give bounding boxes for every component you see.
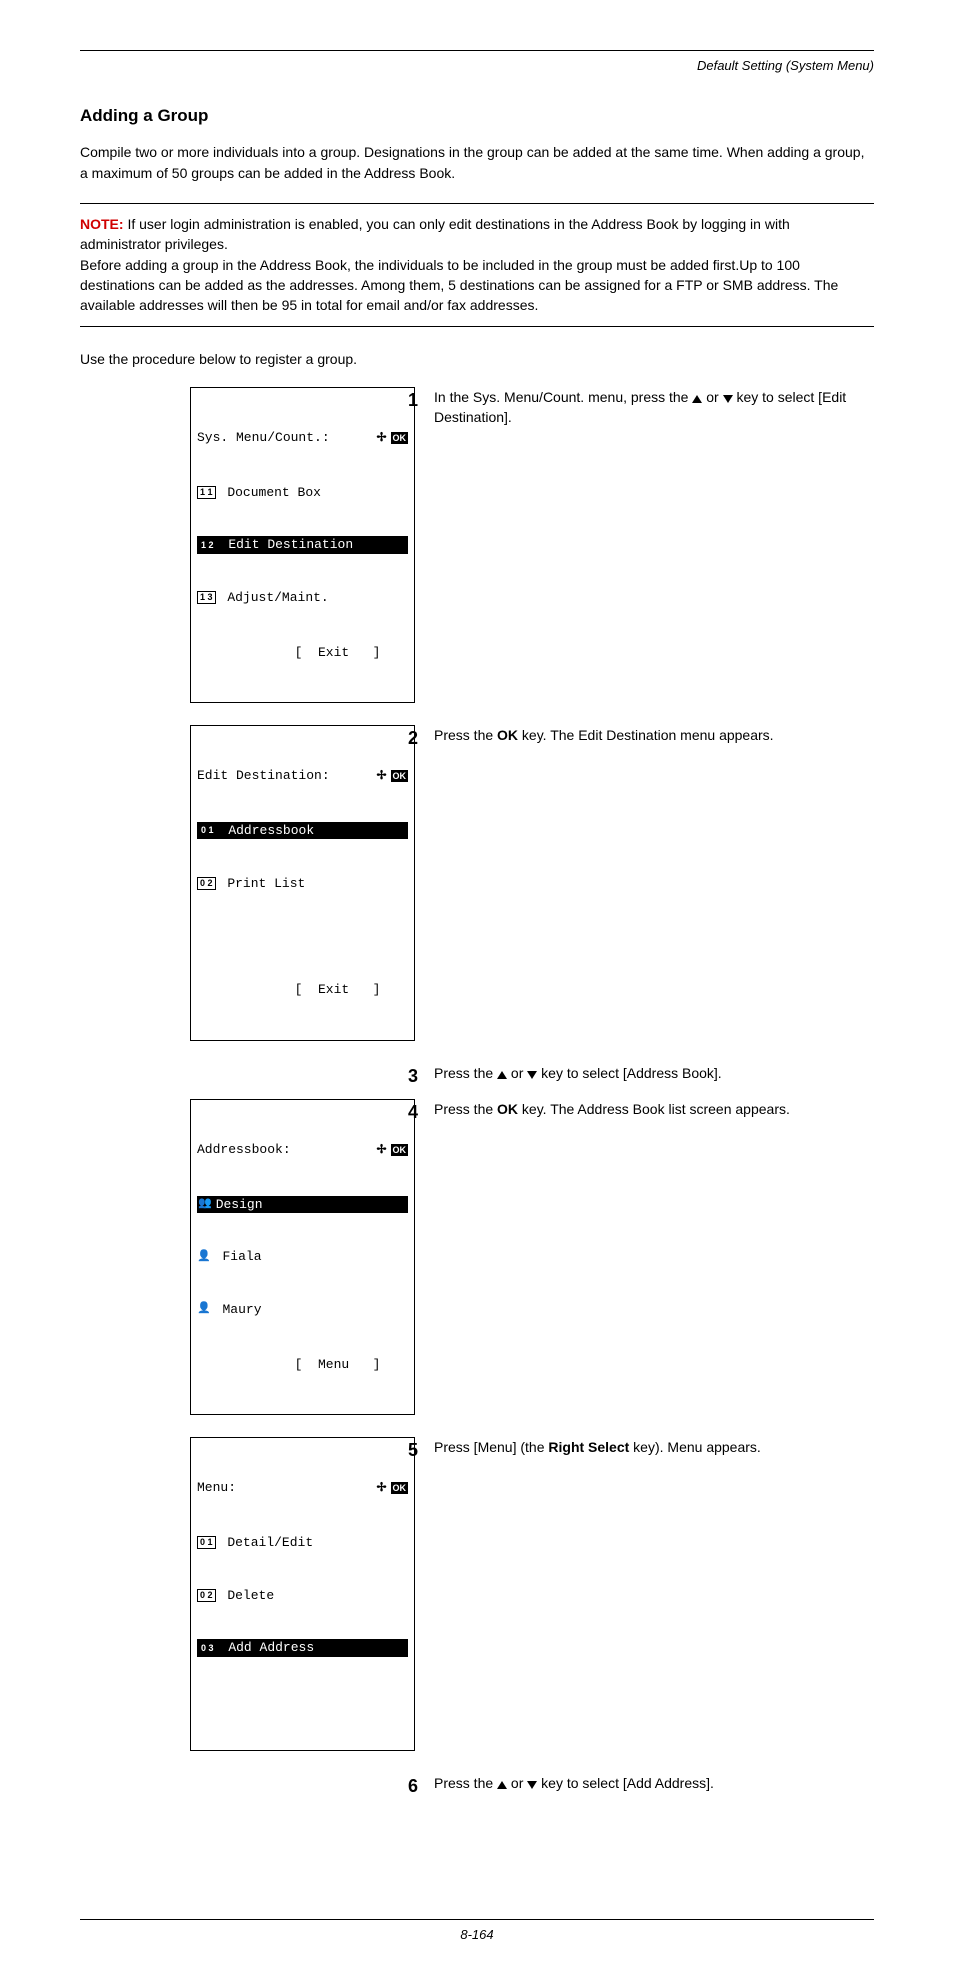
s6c: key to select [Add Address]. — [537, 1775, 714, 1791]
s5a: Press [Menu] (the — [434, 1439, 548, 1455]
s2c: key. The Edit Destination menu appears. — [518, 727, 774, 743]
step-5-row: Menu: ✢ OK 0 1 Detail/Edit 0 2 Delete 0 … — [80, 1437, 874, 1751]
lcd2-num-2: 0 2 — [197, 877, 216, 890]
lcd3-item-2: Fiala — [215, 1248, 262, 1266]
lcd-addressbook: Addressbook: ✢ OK 👥 Design 👤 Fiala 👤 Maur… — [190, 1099, 415, 1415]
lcd4-item-3: Add Address — [221, 1639, 315, 1657]
lcd4-title: Menu: — [197, 1479, 236, 1497]
s3a: Press the — [434, 1065, 497, 1081]
lcd4-num-1: 0 1 — [197, 1536, 216, 1549]
s4a: Press the — [434, 1101, 497, 1117]
s6b: or — [507, 1775, 527, 1791]
s3b: or — [507, 1065, 527, 1081]
note-box: NOTE: If user login administration is en… — [80, 203, 874, 326]
step-1-number: 1 — [408, 387, 434, 413]
lcd1-softkey: [ Exit ] — [197, 642, 408, 662]
step-6-text: Press the or key to select [Add Address]… — [434, 1773, 874, 1793]
s2b: OK — [497, 727, 518, 743]
use-line: Use the procedure below to register a gr… — [80, 349, 874, 369]
step-2-text: Press the OK key. The Edit Destination m… — [434, 725, 874, 745]
lcd2-item-1: Addressbook — [221, 822, 315, 840]
triangle-down-icon — [527, 1071, 537, 1079]
s1a: In the Sys. Menu/Count. menu, press the — [434, 389, 692, 405]
person-icon: 👤 — [197, 1302, 211, 1317]
person-icon: 👤 — [197, 1250, 211, 1265]
lcd4-num-2: 0 2 — [197, 1589, 216, 1602]
step-4-row: Addressbook: ✢ OK 👥 Design 👤 Fiala 👤 Maur… — [80, 1099, 874, 1415]
step-2-number: 2 — [408, 725, 434, 751]
lcd2-num-1: 0 1 — [198, 824, 217, 837]
step-5-text: Press [Menu] (the Right Select key). Men… — [434, 1437, 874, 1457]
note-body: If user login administration is enabled,… — [80, 216, 838, 313]
lcd1-num-1: 1 1 — [197, 486, 216, 499]
lcd1-title: Sys. Menu/Count.: — [197, 429, 330, 447]
lcd-edit-destination: Edit Destination: ✢ OK 0 1 Addressbook 0… — [190, 725, 415, 1041]
step-3-text: Press the or key to select [Address Book… — [434, 1063, 874, 1083]
lcd1-icons: ✢ OK — [376, 430, 408, 446]
s5c: key). Menu appears. — [629, 1439, 761, 1455]
lcd3-title: Addressbook: — [197, 1141, 291, 1159]
lcd1-num-2: 1 2 — [198, 539, 217, 552]
lcd-menu: Menu: ✢ OK 0 1 Detail/Edit 0 2 Delete 0 … — [190, 1437, 415, 1751]
lcd3-softkey: [ Menu ] — [197, 1354, 408, 1374]
lcd2-softkey: [ Exit ] — [197, 979, 408, 999]
lcd3-icons: ✢ OK — [376, 1142, 408, 1158]
triangle-up-icon — [692, 395, 702, 403]
group-icon: 👥 — [198, 1197, 212, 1212]
lcd2-icons: ✢ OK — [376, 768, 408, 784]
step-6-number: 6 — [408, 1773, 434, 1799]
lcd4-item-1: Detail/Edit — [220, 1534, 314, 1552]
lcd1-item-1: Document Box — [220, 484, 321, 502]
s4c: key. The Address Book list screen appear… — [518, 1101, 790, 1117]
note-label: NOTE: — [80, 216, 124, 232]
lcd3-item-1: Design — [216, 1196, 263, 1214]
triangle-up-icon — [497, 1071, 507, 1079]
lcd-sys-menu: Sys. Menu/Count.: ✢ OK 1 1 Document Box … — [190, 387, 415, 703]
step-4-text: Press the OK key. The Address Book list … — [434, 1099, 874, 1119]
page-footer: 8-164 — [80, 1919, 874, 1945]
step-5-number: 5 — [408, 1437, 434, 1463]
section-title: Adding a Group — [80, 104, 874, 129]
s6a: Press the — [434, 1775, 497, 1791]
s3c: key to select [Address Book]. — [537, 1065, 721, 1081]
s4b: OK — [497, 1101, 518, 1117]
lcd4-icons: ✢ OK — [376, 1480, 408, 1496]
lcd4-num-3: 0 3 — [198, 1642, 217, 1655]
s1b: or — [702, 389, 722, 405]
step-1-text: In the Sys. Menu/Count. menu, press the … — [434, 387, 874, 428]
lcd1-item-2: Edit Destination — [221, 536, 354, 554]
lcd1-num-3: 1 3 — [197, 591, 216, 604]
step-3-row: 3 Press the or key to select [Address Bo… — [80, 1063, 874, 1089]
lcd2-item-2: Print List — [220, 875, 306, 893]
lcd3-item-3: Maury — [215, 1301, 262, 1319]
intro-paragraph: Compile two or more individuals into a g… — [80, 142, 874, 183]
lcd1-item-3: Adjust/Maint. — [220, 589, 329, 607]
lcd4-item-2: Delete — [220, 1587, 275, 1605]
s2a: Press the — [434, 727, 497, 743]
step-3-number: 3 — [408, 1063, 434, 1089]
triangle-down-icon — [527, 1781, 537, 1789]
step-4-number: 4 — [408, 1099, 434, 1125]
step-2-row: Edit Destination: ✢ OK 0 1 Addressbook 0… — [80, 725, 874, 1041]
s5b: Right Select — [548, 1439, 629, 1455]
step-1-row: Sys. Menu/Count.: ✢ OK 1 1 Document Box … — [80, 387, 874, 703]
triangle-down-icon — [723, 395, 733, 403]
lcd2-title: Edit Destination: — [197, 767, 330, 785]
header-right: Default Setting (System Menu) — [80, 50, 874, 76]
step-6-row: 6 Press the or key to select [Add Addres… — [80, 1773, 874, 1799]
triangle-up-icon — [497, 1781, 507, 1789]
